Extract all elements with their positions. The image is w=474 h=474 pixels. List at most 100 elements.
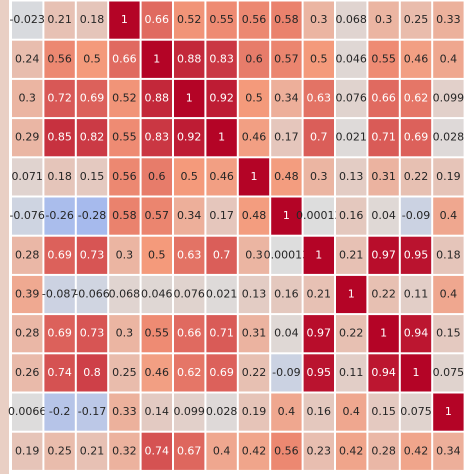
cell-label: 0.69 (47, 248, 72, 261)
cell-label: 0.28 (15, 248, 40, 261)
heatmap-cell (109, 275, 140, 314)
heatmap-cell (109, 119, 140, 157)
cell-label: 0.46 (209, 170, 234, 183)
heatmap-cell (109, 315, 140, 353)
cell-label: 0.18 (47, 170, 72, 183)
heatmap-cell (336, 315, 367, 353)
cell-label: 1 (413, 366, 420, 379)
heatmap-cell (109, 158, 140, 196)
cell-label: 0.099 (433, 92, 465, 105)
cell-label: 0.15 (371, 405, 396, 418)
heatmap-cell (206, 1, 237, 39)
cell-label: -0.26 (45, 209, 73, 222)
heatmap-cell (368, 315, 399, 353)
heatmap-cell (336, 275, 367, 314)
heatmap-cell (174, 197, 205, 235)
heatmap-cell (141, 40, 172, 78)
heatmap-cell (368, 1, 399, 39)
heatmap-cell (400, 79, 432, 118)
cell-label: 0.4 (278, 405, 296, 418)
cell-label: 0.4 (440, 288, 458, 301)
heatmap-cell (141, 432, 172, 470)
heatmap-cell (271, 1, 302, 39)
cell-label: 0.63 (307, 92, 332, 105)
heatmap-cell (76, 79, 108, 118)
heatmap-cell (303, 119, 334, 157)
cell-label: 0.55 (209, 13, 234, 26)
cell-label: 1 (251, 170, 258, 183)
heatmap-cell (76, 432, 108, 470)
cell-label: 0.88 (177, 52, 202, 65)
heatmap-cell (400, 432, 432, 470)
cell-label: 0.34 (274, 92, 299, 105)
cell-label: 0.4 (440, 209, 458, 222)
cell-label: 0.74 (47, 366, 72, 379)
cell-label: 1 (153, 52, 160, 65)
cell-label: 0.22 (371, 288, 396, 301)
heatmap-cell (76, 40, 108, 78)
heatmap-cell (141, 275, 172, 314)
heatmap-cell (174, 236, 205, 274)
heatmap-cell (433, 119, 464, 157)
heatmap-cell (433, 393, 464, 431)
cell-label: 0.15 (80, 170, 105, 183)
heatmap-cell (238, 40, 270, 78)
cell-label: 0.5 (310, 52, 328, 65)
cell-label: 0.55 (145, 327, 170, 340)
heatmap-cell (336, 1, 367, 39)
cell-label: 0.4 (213, 444, 231, 457)
cell-label: 0.83 (209, 52, 234, 65)
heatmap-cell (76, 158, 108, 196)
heatmap-cell (44, 1, 75, 39)
heatmap-cell (12, 354, 43, 392)
heatmap-cell (76, 236, 108, 274)
heatmap-cell (433, 197, 464, 235)
heatmap-cell (368, 236, 399, 274)
heatmap-cell (400, 354, 432, 392)
cell-label: 0.25 (404, 13, 429, 26)
heatmap-cell (174, 119, 205, 157)
heatmap-cell (303, 354, 334, 392)
heatmap-cell (336, 432, 367, 470)
heatmap-cell (400, 275, 432, 314)
heatmap-cell (109, 236, 140, 274)
heatmap-cell (336, 236, 367, 274)
cell-label: 0.5 (148, 248, 166, 261)
cell-label: 0.17 (274, 131, 299, 144)
cell-label: 0.94 (404, 327, 429, 340)
heatmap-cell (303, 1, 334, 39)
cell-label: 0.85 (47, 131, 72, 144)
cell-label: 0.56 (112, 170, 137, 183)
cell-label: 0.076 (173, 288, 205, 301)
cell-label: 0.3 (18, 92, 36, 105)
heatmap-cell (368, 79, 399, 118)
cell-label: 0.48 (242, 209, 267, 222)
heatmap-cell (12, 236, 43, 274)
heatmap-cell (433, 432, 464, 470)
cell-label: 0.00013 (264, 248, 310, 261)
heatmap-cell (141, 1, 172, 39)
cell-label: 0.42 (404, 444, 429, 457)
heatmap-cell (433, 1, 464, 39)
heatmap-cell (368, 158, 399, 196)
heatmap-cell (336, 197, 367, 235)
heatmap-cell (238, 119, 270, 157)
cell-label: 0.66 (371, 92, 396, 105)
cell-label: 0.076 (335, 92, 367, 105)
heatmap-cell (271, 197, 302, 235)
heatmap-cell (400, 315, 432, 353)
cell-label: 0.28 (371, 444, 396, 457)
cell-label: 0.028 (433, 131, 465, 144)
cell-label: 0.94 (371, 366, 396, 379)
cell-label: 0.66 (145, 13, 170, 26)
cell-label: 0.21 (80, 444, 105, 457)
cell-label: 0.13 (242, 288, 267, 301)
cell-label: 0.57 (274, 52, 299, 65)
cell-label: -0.09 (272, 366, 300, 379)
heatmap-cell (368, 432, 399, 470)
heatmap-cell (109, 393, 140, 431)
cell-label: 0.56 (242, 13, 267, 26)
heatmap-cell (368, 393, 399, 431)
cell-label: 0.92 (177, 131, 202, 144)
